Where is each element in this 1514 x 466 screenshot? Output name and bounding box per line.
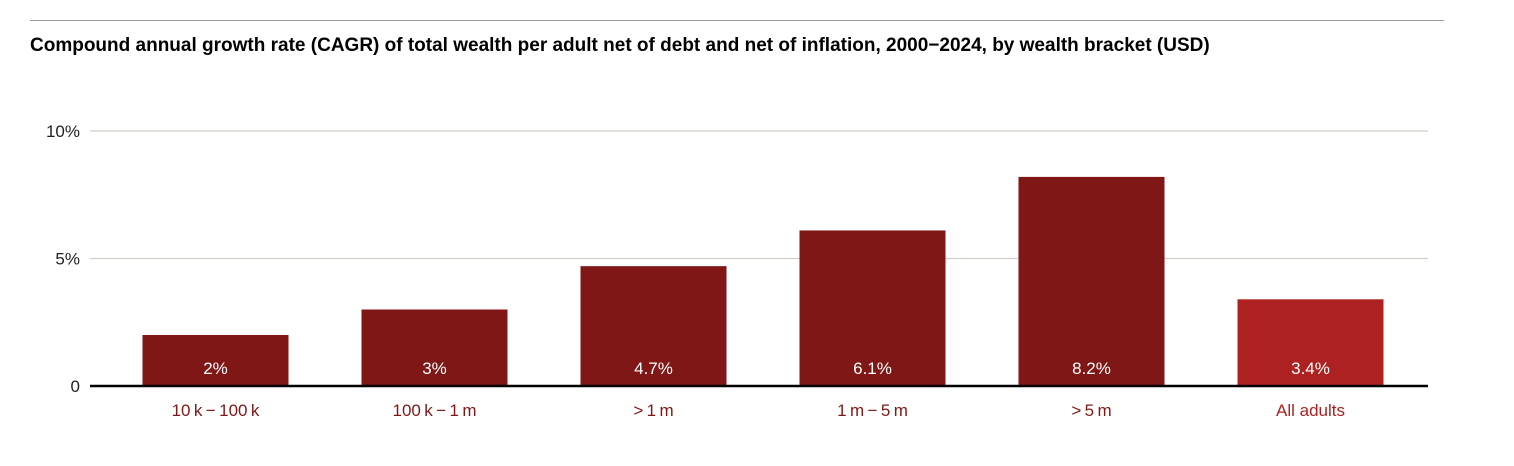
chart-title: Compound annual growth rate (CAGR) of to… [30,35,1210,56]
y-tick-label: 10% [46,122,80,141]
bar [1237,299,1384,386]
data-label: 3.4% [1291,359,1330,378]
data-label: 2% [203,359,228,378]
category-label: 1 m − 5 m [837,401,908,420]
top-rule [30,20,1444,21]
data-label: 8.2% [1072,359,1111,378]
y-tick-label: 0 [71,377,80,396]
data-label: 3% [422,359,447,378]
category-label: > 1 m [633,401,673,420]
bar [1018,176,1165,386]
bar [361,309,508,386]
category-label: > 5 m [1071,401,1111,420]
bar [142,335,289,386]
category-label: All adults [1276,401,1345,420]
axes: 0 5% 10% 10 k − 100 k 100 k − 1 m > 1 m 1 m − … [46,122,1428,420]
bars: 2% 3% 4.7% 6.1% 8.2% 3.4% [142,176,1384,386]
y-tick-label: 5% [55,250,80,269]
data-label: 4.7% [634,359,673,378]
category-label: 100 k − 1 m [392,401,476,420]
bar [580,266,727,386]
category-label: 10 k − 100 k [172,401,260,420]
gridlines [90,130,1428,260]
data-label: 6.1% [853,359,892,378]
bar [799,230,946,386]
